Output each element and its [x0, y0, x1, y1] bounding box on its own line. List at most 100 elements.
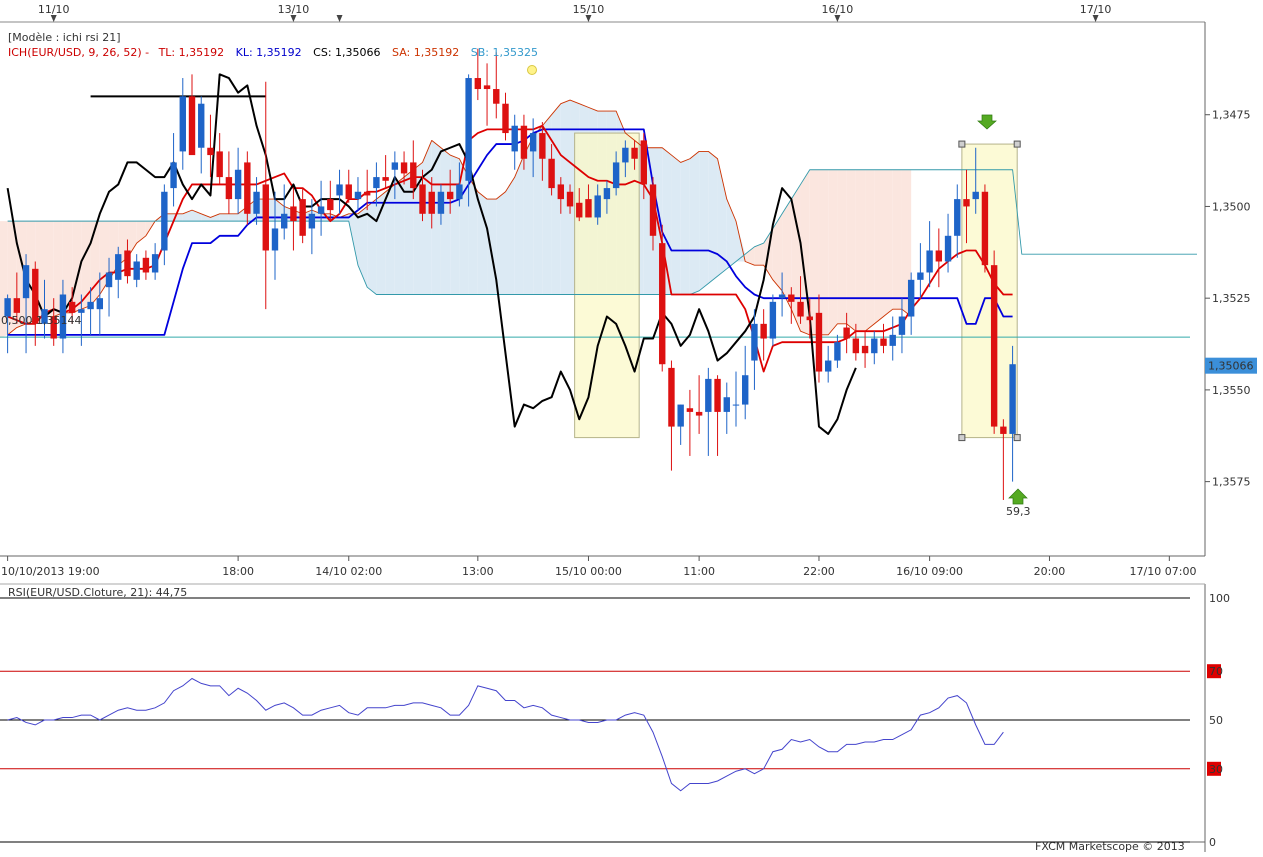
candle-body[interactable]: [944, 235, 952, 262]
candle-body[interactable]: [806, 316, 813, 321]
highlight-box-2[interactable]: [961, 143, 1018, 439]
candle-body[interactable]: [751, 323, 758, 361]
candle-body[interactable]: [695, 411, 703, 416]
candle-body[interactable]: [142, 257, 150, 273]
candle-body[interactable]: [566, 191, 574, 207]
candle-body[interactable]: [1009, 364, 1016, 434]
candle-body[interactable]: [253, 191, 260, 214]
candle-body[interactable]: [59, 294, 67, 339]
candle-body[interactable]: [299, 199, 306, 236]
candle-body[interactable]: [151, 254, 159, 273]
candle-body[interactable]: [889, 334, 896, 346]
candle-body[interactable]: [124, 250, 131, 277]
candle-body[interactable]: [548, 158, 555, 189]
candle-body[interactable]: [317, 206, 325, 214]
candle-body[interactable]: [834, 342, 841, 361]
candle-body[interactable]: [391, 162, 399, 170]
candle-body[interactable]: [234, 169, 242, 200]
candle-body[interactable]: [78, 309, 85, 313]
candle-body[interactable]: [603, 188, 611, 200]
candle-body[interactable]: [419, 184, 426, 214]
selection-handle[interactable]: [1013, 140, 1021, 148]
candle-body[interactable]: [788, 294, 795, 302]
candle-body[interactable]: [935, 250, 943, 262]
candle-body[interactable]: [880, 338, 887, 346]
candle-body[interactable]: [797, 301, 804, 317]
candle-body[interactable]: [465, 78, 472, 181]
candle-body[interactable]: [917, 272, 924, 280]
candle-body[interactable]: [437, 191, 445, 214]
candle-body[interactable]: [115, 254, 122, 280]
candle-body[interactable]: [612, 162, 620, 189]
candle-body[interactable]: [972, 191, 979, 200]
candle-body[interactable]: [4, 298, 11, 317]
candles[interactable]: [4, 48, 1016, 500]
rsi-plot-area[interactable]: [0, 584, 1205, 842]
candle-body[interactable]: [198, 103, 205, 148]
candle-body[interactable]: [133, 261, 140, 280]
candle-body[interactable]: [244, 162, 251, 214]
candle-body[interactable]: [96, 298, 104, 310]
candle-body[interactable]: [50, 316, 57, 339]
candle-body[interactable]: [926, 250, 933, 273]
candle-body[interactable]: [963, 199, 970, 207]
candle-body[interactable]: [649, 184, 657, 236]
selection-handle[interactable]: [1013, 434, 1021, 442]
candle-body[interactable]: [456, 184, 463, 200]
candle-body[interactable]: [225, 177, 233, 200]
candle-body[interactable]: [990, 265, 998, 427]
selection-handle[interactable]: [958, 140, 966, 148]
candle-body[interactable]: [87, 301, 94, 310]
candle-body[interactable]: [1000, 426, 1007, 434]
candle-body[interactable]: [557, 184, 565, 200]
candle-body[interactable]: [290, 206, 297, 222]
candle-body[interactable]: [216, 151, 223, 178]
candle-body[interactable]: [474, 78, 482, 90]
candle-body[interactable]: [363, 191, 371, 196]
candle-body[interactable]: [105, 272, 113, 288]
candle-body[interactable]: [714, 378, 721, 412]
candle-body[interactable]: [686, 408, 694, 412]
candle-body[interactable]: [493, 89, 500, 104]
candle-body[interactable]: [327, 199, 334, 211]
candle-body[interactable]: [585, 199, 592, 218]
candle-body[interactable]: [769, 301, 777, 339]
candle-body[interactable]: [410, 162, 417, 189]
candle-body[interactable]: [345, 184, 352, 200]
candle-body[interactable]: [871, 338, 878, 354]
selection-handle[interactable]: [958, 434, 966, 442]
candle-body[interactable]: [502, 103, 509, 134]
candle-body[interactable]: [732, 404, 740, 406]
candle-body[interactable]: [594, 195, 601, 218]
candle-body[interactable]: [354, 191, 362, 200]
candle-body[interactable]: [511, 125, 518, 152]
candle-body[interactable]: [373, 177, 380, 189]
candle-body[interactable]: [824, 360, 832, 372]
candle-body[interactable]: [954, 199, 961, 236]
candle-body[interactable]: [539, 133, 546, 159]
candle-body[interactable]: [529, 133, 537, 152]
candle-body[interactable]: [281, 213, 288, 229]
candle-body[interactable]: [631, 147, 638, 159]
candle-body[interactable]: [742, 375, 749, 405]
candle-body[interactable]: [640, 140, 647, 185]
candle-body[interactable]: [32, 268, 39, 324]
candle-body[interactable]: [336, 184, 343, 196]
candle-body[interactable]: [428, 191, 435, 214]
candle-body[interactable]: [861, 345, 869, 354]
candle-body[interactable]: [483, 85, 491, 90]
candle-body[interactable]: [68, 301, 76, 313]
candle-body[interactable]: [760, 323, 767, 339]
candle-body[interactable]: [723, 397, 730, 412]
candle-body[interactable]: [262, 184, 269, 251]
candle-body[interactable]: [705, 378, 712, 412]
candle-body[interactable]: [981, 191, 989, 266]
candle-body[interactable]: [815, 312, 823, 372]
candle-body[interactable]: [170, 162, 177, 189]
candle-body[interactable]: [677, 404, 684, 427]
candle-body[interactable]: [622, 147, 629, 163]
candle-body[interactable]: [852, 338, 860, 354]
candle-body[interactable]: [907, 279, 915, 317]
candle-body[interactable]: [400, 162, 408, 174]
candle-body[interactable]: [188, 96, 196, 156]
